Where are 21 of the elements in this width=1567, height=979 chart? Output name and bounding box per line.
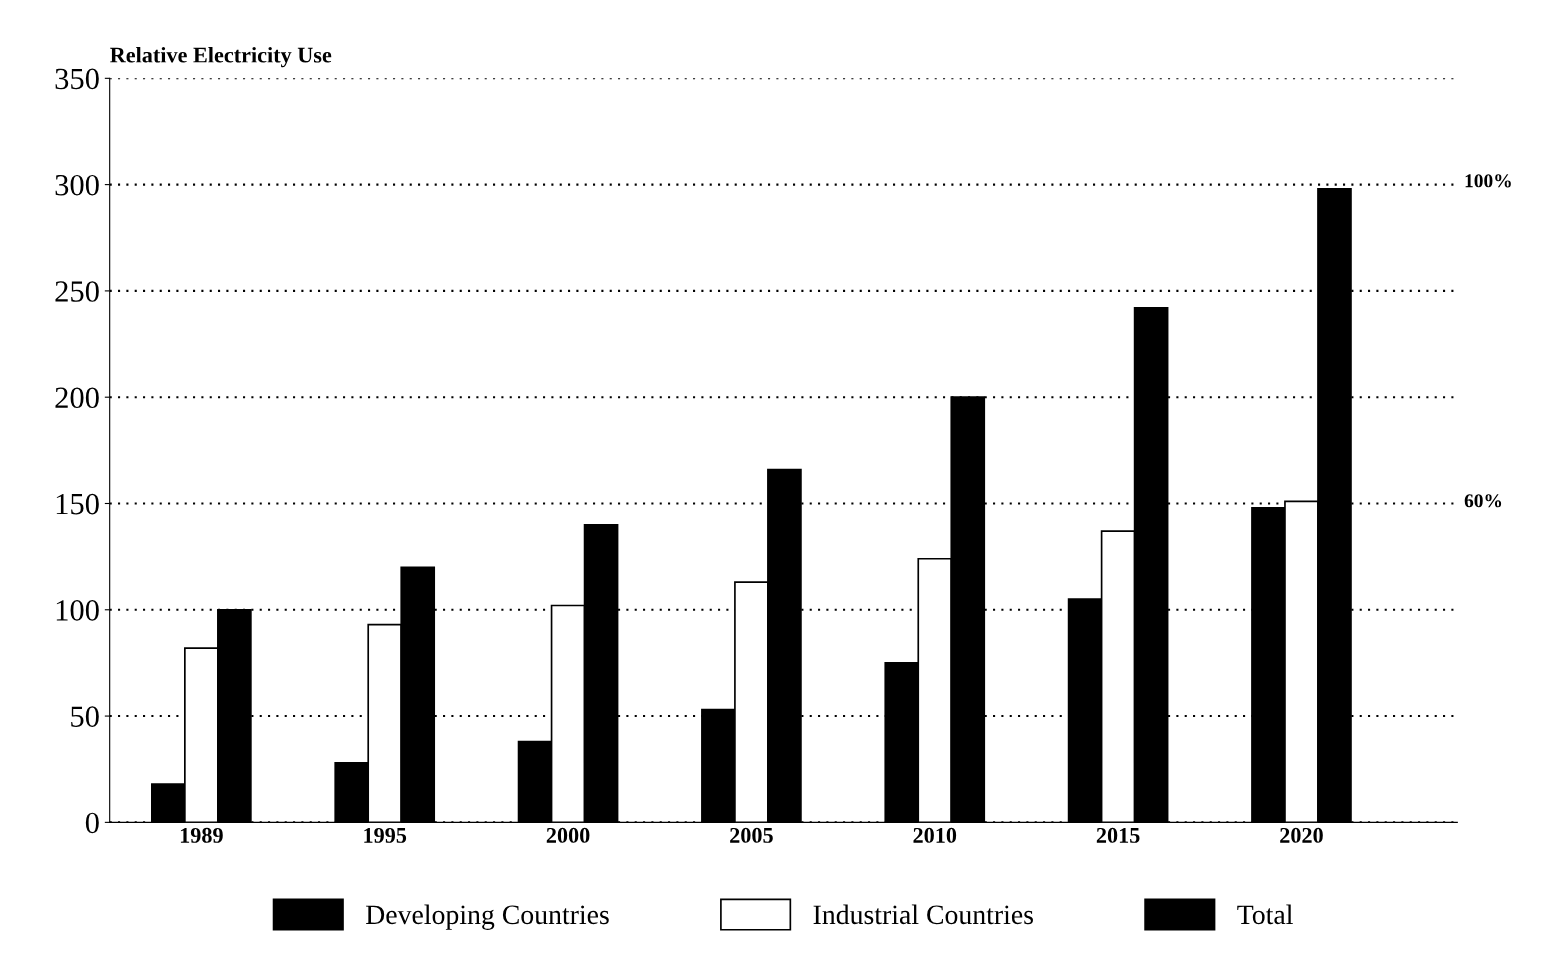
y-tick-label: 150 <box>56 493 99 515</box>
x-tick-label: 1989 <box>180 827 223 843</box>
x-tick-label: 2020 <box>1280 827 1323 843</box>
text: 100% <box>1465 174 1511 188</box>
legend-label: Industrial Countries <box>813 904 1033 925</box>
legend-label: Developing Countries <box>366 904 609 930</box>
text: 60% <box>1464 494 1502 508</box>
y-tick-label: 100 <box>56 600 99 621</box>
x-tick-label: 2000 <box>546 827 590 843</box>
y-tick-label: 250 <box>55 281 99 302</box>
x-tick-label: 2015 <box>1096 827 1140 843</box>
x-tick-label: 2005 <box>730 827 773 843</box>
y-axis-title: Relative Electricity Use <box>110 46 332 68</box>
y-tick-label: 50 <box>71 706 99 727</box>
x-tick-label: 2010 <box>913 827 957 843</box>
y-tick-label: 200 <box>55 387 99 409</box>
y-tick-label: 300 <box>55 174 99 196</box>
y-tick-label: 350 <box>55 68 99 90</box>
legend-label: Total <box>1237 904 1293 925</box>
y-tick-label: 0 <box>85 812 99 834</box>
x-tick-label: 1995 <box>364 827 407 843</box>
